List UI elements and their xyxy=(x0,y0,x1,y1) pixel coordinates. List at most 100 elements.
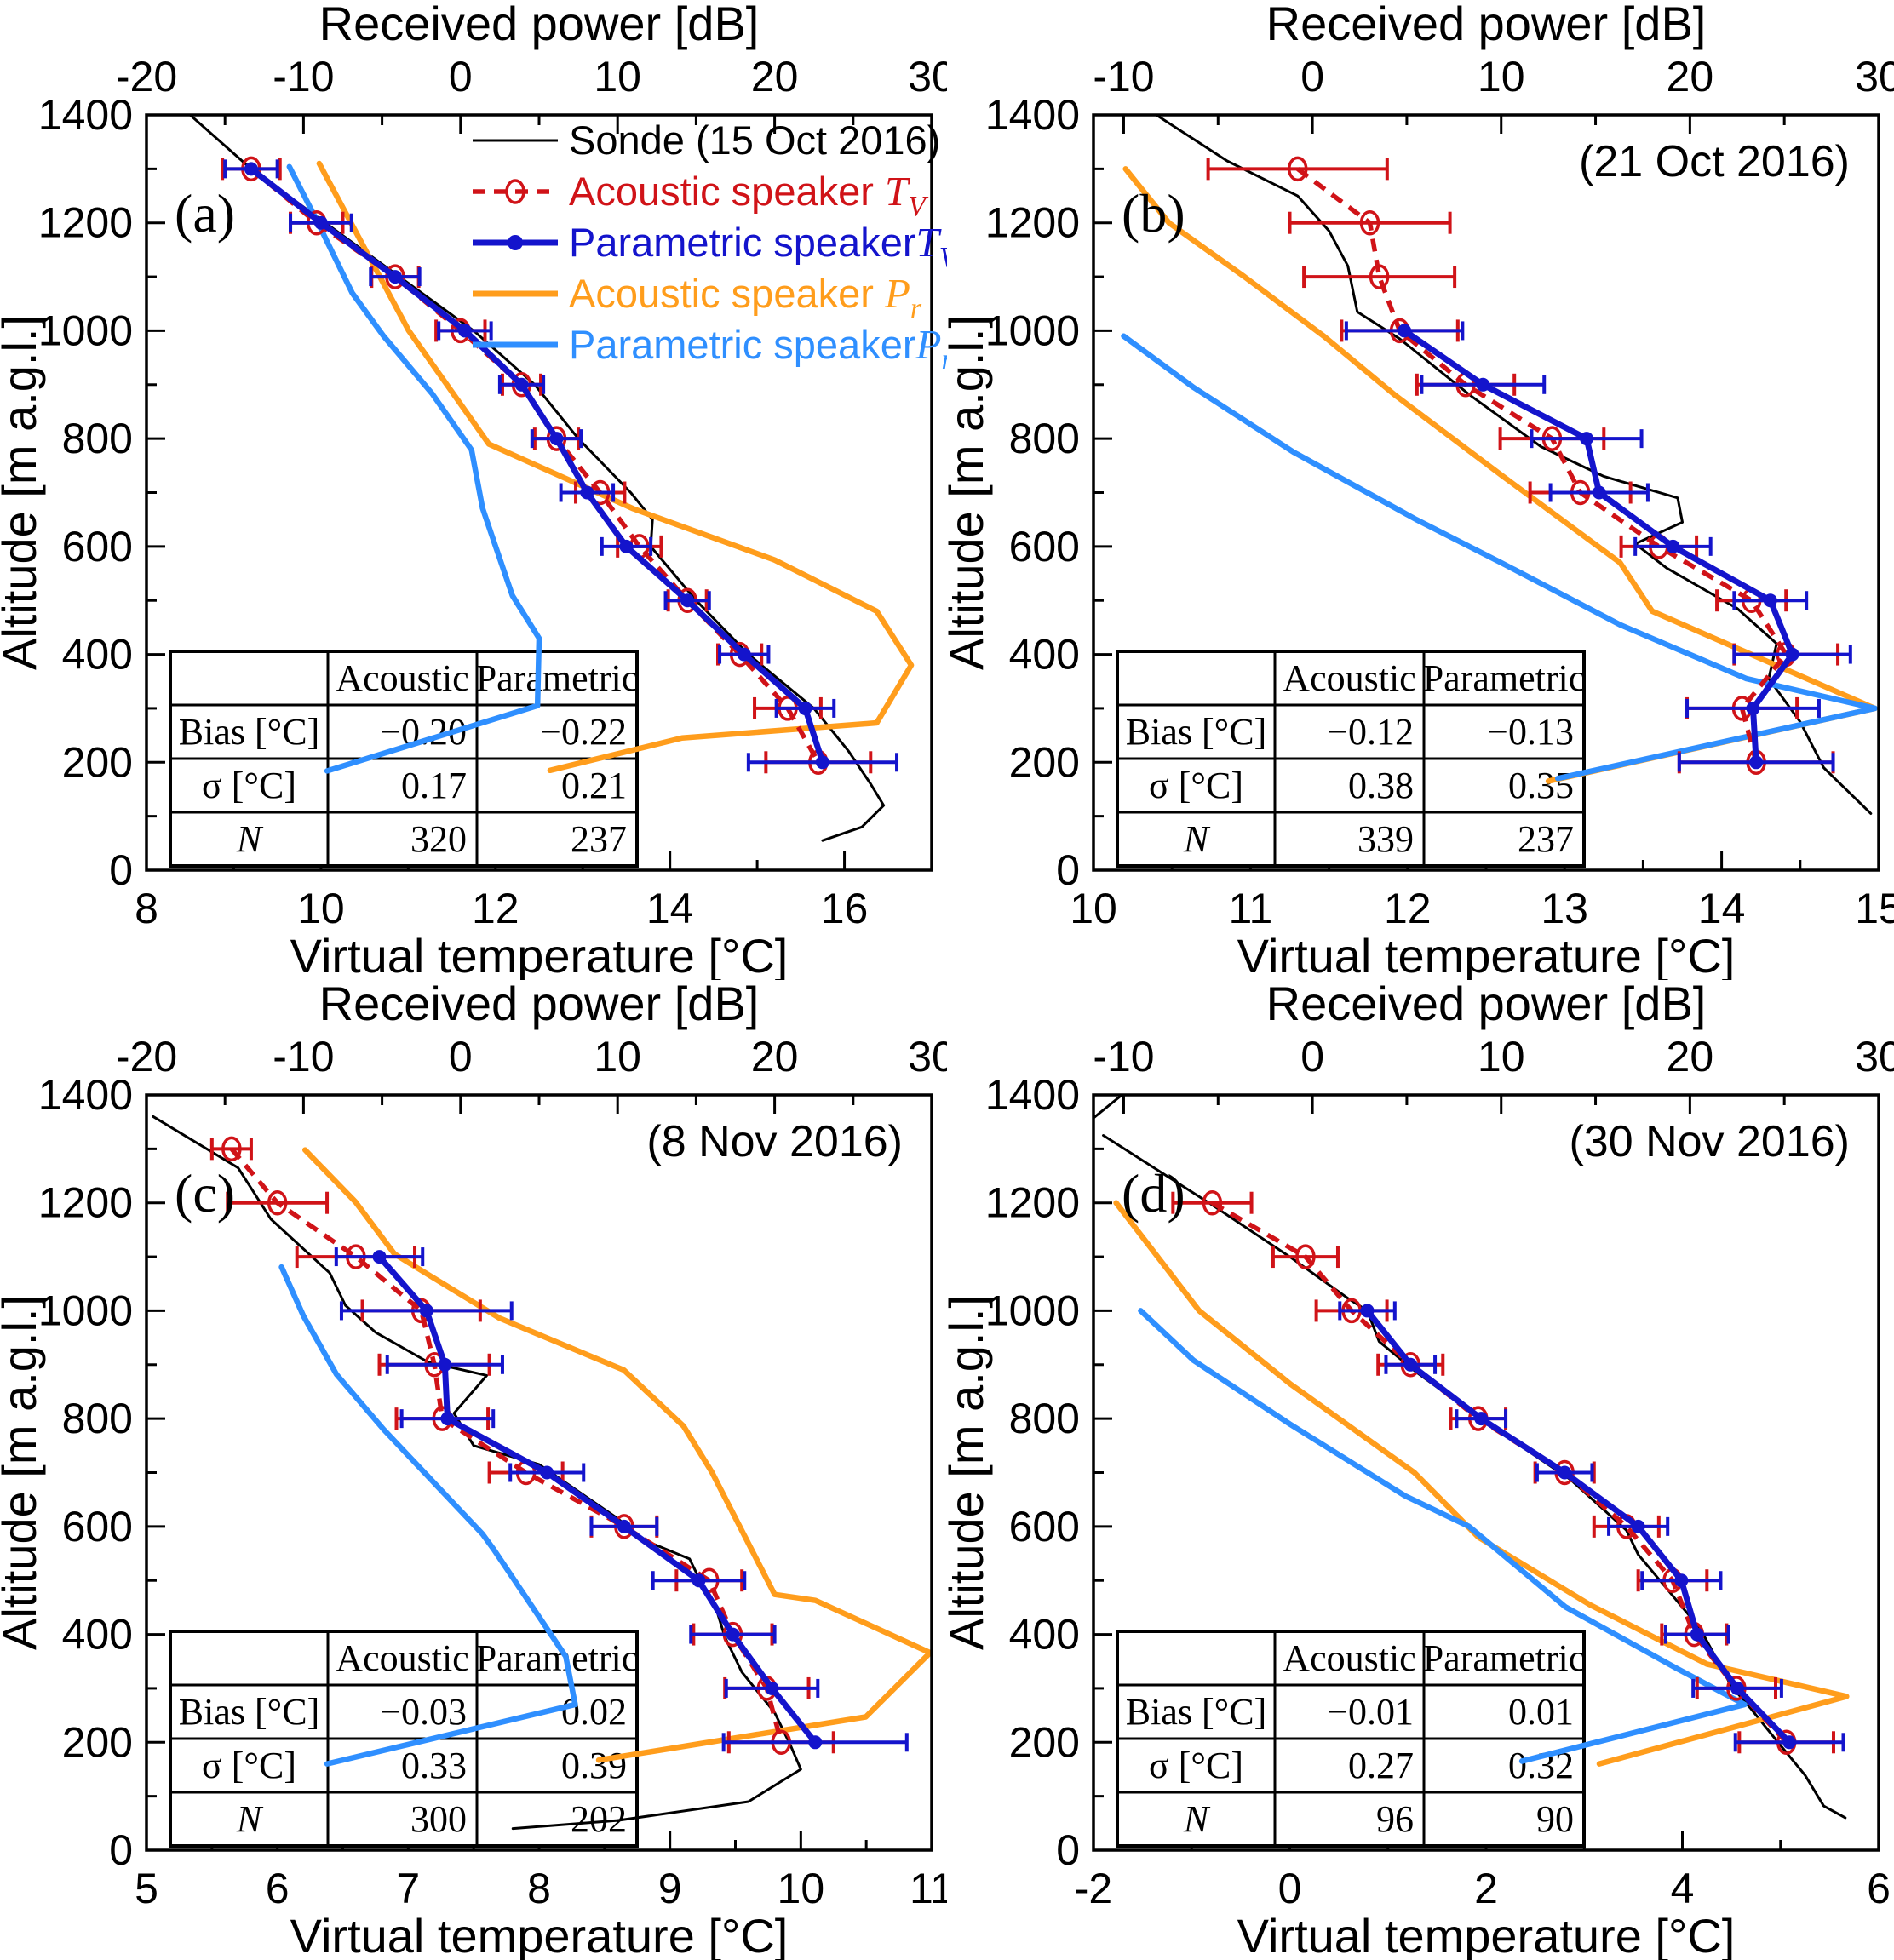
svg-text:400: 400 xyxy=(62,631,133,679)
svg-text:10: 10 xyxy=(1070,885,1117,932)
svg-text:1000: 1000 xyxy=(38,307,133,354)
svg-text:400: 400 xyxy=(1009,1611,1080,1659)
svg-text:0.01: 0.01 xyxy=(1508,1691,1574,1733)
svg-text:Virtual temperature [°C]: Virtual temperature [°C] xyxy=(290,929,789,980)
svg-text:600: 600 xyxy=(1009,523,1080,570)
chart-panel-b: 10 11 12 13 14 15-10 0 10 20 30020040060080010001… xyxy=(947,0,1894,980)
svg-text:10: 10 xyxy=(594,53,641,100)
svg-text:1200: 1200 xyxy=(985,199,1080,247)
svg-text:1000: 1000 xyxy=(985,307,1080,354)
svg-text:Altitude [m a.g.l.]: Altitude [m a.g.l.] xyxy=(0,1295,46,1650)
svg-text:0.27: 0.27 xyxy=(1348,1745,1414,1786)
svg-text:-20: -20 xyxy=(116,1033,177,1080)
svg-text:2: 2 xyxy=(1474,1865,1498,1912)
chart-panel-a: 8 10 12 14 16 -20 -10 0 10 20 30 0 200 400 600 800 1000 1… xyxy=(0,0,947,980)
svg-text:σ [°C]: σ [°C] xyxy=(202,1745,296,1786)
svg-text:0.17: 0.17 xyxy=(401,765,467,806)
svg-text:N: N xyxy=(1183,818,1211,860)
svg-text:8: 8 xyxy=(527,1865,551,1912)
chart-panel-d: -2 0 2 4 6-10 0 10 20 30020040060080010001200140… xyxy=(947,980,1894,1960)
svg-text:Received power [dB]: Received power [dB] xyxy=(1266,980,1707,1030)
svg-text:0: 0 xyxy=(449,53,473,100)
svg-text:Virtual temperature [°C]: Virtual temperature [°C] xyxy=(290,1909,789,1960)
svg-text:20: 20 xyxy=(1667,53,1714,100)
svg-text:10: 10 xyxy=(594,1033,641,1080)
svg-text:10: 10 xyxy=(297,885,345,932)
svg-text:1200: 1200 xyxy=(38,199,133,247)
svg-text:11: 11 xyxy=(910,1865,947,1912)
svg-text:-10: -10 xyxy=(1093,53,1154,100)
svg-text:Received power [dB]: Received power [dB] xyxy=(319,0,760,50)
svg-text:-10: -10 xyxy=(1093,1033,1154,1080)
svg-text:30: 30 xyxy=(908,1033,947,1080)
svg-text:600: 600 xyxy=(62,1503,133,1550)
svg-text:200: 200 xyxy=(62,738,133,786)
svg-text:15: 15 xyxy=(1855,885,1894,932)
svg-text:800: 800 xyxy=(62,1395,133,1442)
svg-text:0: 0 xyxy=(1278,1865,1302,1912)
svg-text:800: 800 xyxy=(1009,1395,1080,1442)
svg-text:339: 339 xyxy=(1357,818,1414,860)
svg-text:1400: 1400 xyxy=(985,91,1080,139)
svg-text:800: 800 xyxy=(62,415,133,462)
svg-text:Parametric: Parametric xyxy=(1423,657,1586,699)
svg-text:Altitude [m a.g.l.]: Altitude [m a.g.l.] xyxy=(0,315,46,670)
svg-text:1200: 1200 xyxy=(985,1179,1080,1227)
svg-text:30: 30 xyxy=(1855,53,1894,100)
svg-text:-10: -10 xyxy=(273,1033,334,1080)
svg-text:7: 7 xyxy=(396,1865,420,1912)
svg-text:600: 600 xyxy=(1009,1503,1080,1550)
svg-text:96: 96 xyxy=(1376,1798,1414,1840)
svg-text:10: 10 xyxy=(778,1865,825,1912)
svg-text:800: 800 xyxy=(1009,415,1080,462)
svg-text:9: 9 xyxy=(658,1865,682,1912)
svg-text:8: 8 xyxy=(135,885,158,932)
svg-text:237: 237 xyxy=(1518,818,1574,860)
svg-text:Parametric: Parametric xyxy=(476,657,639,699)
svg-text:30: 30 xyxy=(908,53,947,100)
svg-text:0: 0 xyxy=(1056,1826,1080,1874)
svg-text:0: 0 xyxy=(1300,1033,1324,1080)
svg-text:(d): (d) xyxy=(1122,1163,1185,1224)
svg-text:400: 400 xyxy=(62,1611,133,1659)
svg-text:0: 0 xyxy=(1056,846,1080,894)
svg-text:200: 200 xyxy=(62,1718,133,1766)
svg-text:12: 12 xyxy=(472,885,519,932)
svg-text:0.33: 0.33 xyxy=(401,1745,467,1786)
svg-text:400: 400 xyxy=(1009,631,1080,679)
svg-text:−0.03: −0.03 xyxy=(380,1691,467,1733)
svg-text:Virtual temperature [°C]: Virtual temperature [°C] xyxy=(1237,929,1736,980)
chart-panel-c: 5 6 7 8 9 10 11-20 -10 0 10 20 30020040060080010001… xyxy=(0,980,947,1960)
svg-text:-10: -10 xyxy=(273,53,334,100)
svg-text:-20: -20 xyxy=(116,53,177,100)
svg-text:1400: 1400 xyxy=(985,1071,1080,1119)
svg-text:Virtual temperature [°C]: Virtual temperature [°C] xyxy=(1237,1909,1736,1960)
svg-text:(21 Oct 2016): (21 Oct 2016) xyxy=(1579,137,1850,186)
svg-text:−0.22: −0.22 xyxy=(540,711,627,753)
svg-text:Bias [°C]: Bias [°C] xyxy=(1126,711,1266,753)
svg-text:0.35: 0.35 xyxy=(1508,765,1574,806)
svg-text:0: 0 xyxy=(109,1826,133,1874)
svg-text:(b): (b) xyxy=(1122,183,1185,244)
svg-text:1400: 1400 xyxy=(38,91,133,139)
svg-text:Acoustic: Acoustic xyxy=(1283,657,1415,699)
svg-text:Altitude [m a.g.l.]: Altitude [m a.g.l.] xyxy=(947,315,993,670)
svg-text:Acoustic: Acoustic xyxy=(336,1637,468,1679)
svg-text:11: 11 xyxy=(1228,885,1272,932)
svg-text:14: 14 xyxy=(1698,885,1746,932)
svg-text:Acoustic speaker Pr: Acoustic speaker Pr xyxy=(569,270,922,324)
svg-text:0: 0 xyxy=(109,846,133,894)
svg-text:0.21: 0.21 xyxy=(561,765,627,806)
svg-text:300: 300 xyxy=(410,1798,467,1840)
svg-text:(c): (c) xyxy=(175,1163,235,1224)
svg-text:σ [°C]: σ [°C] xyxy=(202,765,296,806)
svg-text:20: 20 xyxy=(751,1033,799,1080)
svg-text:1000: 1000 xyxy=(38,1287,133,1334)
svg-text:Sonde (15 Oct 2016): Sonde (15 Oct 2016) xyxy=(569,117,940,163)
svg-text:30: 30 xyxy=(1855,1033,1894,1080)
svg-text:6: 6 xyxy=(266,1865,290,1912)
svg-text:600: 600 xyxy=(62,523,133,570)
svg-text:Bias [°C]: Bias [°C] xyxy=(1126,1691,1266,1733)
